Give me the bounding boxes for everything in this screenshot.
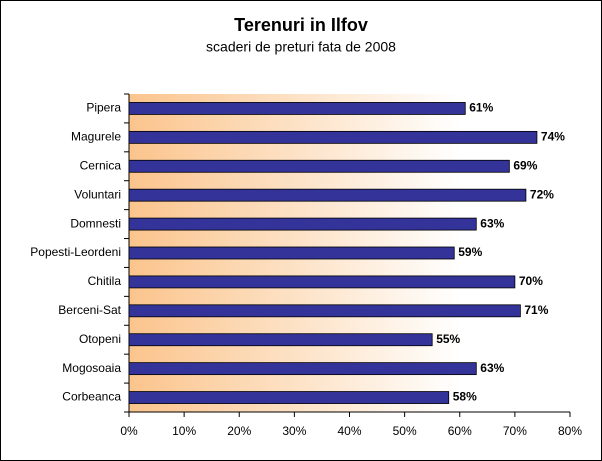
bar	[128, 159, 510, 173]
data-label: 63%	[480, 361, 504, 375]
chart-subtitle: scaderi de preturi fata de 2008	[206, 39, 396, 55]
chart-title: Terenuri in Ilfov	[234, 15, 368, 35]
y-tick-label: Popesti-Leordeni	[30, 245, 121, 259]
data-label: 74%	[541, 130, 565, 144]
data-label: 72%	[530, 187, 554, 201]
bar	[128, 275, 516, 289]
x-tick-label: 20%	[227, 424, 251, 438]
data-label: 55%	[436, 332, 460, 346]
x-tick-label: 40%	[337, 424, 361, 438]
x-tick-label: 0%	[120, 424, 138, 438]
data-label: 59%	[458, 245, 482, 259]
data-label: 61%	[469, 101, 493, 115]
y-tick-label: Berceni-Sat	[58, 303, 121, 317]
x-tick-label: 30%	[282, 424, 306, 438]
x-tick-label: 60%	[448, 424, 472, 438]
bar	[128, 362, 477, 376]
bar	[128, 304, 521, 318]
x-tick-label: 10%	[172, 424, 196, 438]
y-tick-label: Chitila	[88, 274, 122, 288]
x-tick-label: 70%	[503, 424, 527, 438]
x-tick-label: 50%	[393, 424, 417, 438]
data-label: 63%	[480, 216, 504, 230]
bar	[128, 333, 433, 347]
data-label: 70%	[519, 274, 543, 288]
y-tick-label: Magurele	[71, 130, 121, 144]
y-tick-label: Domnesti	[70, 216, 121, 230]
bar	[128, 130, 538, 144]
bar	[128, 188, 527, 202]
bar	[128, 391, 450, 404]
y-tick-label: Voluntari	[74, 187, 121, 201]
y-tick-label: Otopeni	[79, 332, 121, 346]
bar	[128, 217, 477, 231]
y-tick-label: Pipera	[86, 101, 121, 115]
y-tick-label: Corbeanca	[62, 390, 121, 404]
bar	[128, 102, 466, 115]
data-label: 71%	[524, 303, 548, 317]
y-tick-label: Cernica	[80, 158, 122, 172]
data-label: 58%	[453, 390, 477, 404]
x-tick-label: 80%	[558, 424, 582, 438]
bar	[128, 246, 455, 260]
y-tick-label: Mogosoaia	[62, 361, 121, 375]
data-label: 69%	[513, 158, 537, 172]
